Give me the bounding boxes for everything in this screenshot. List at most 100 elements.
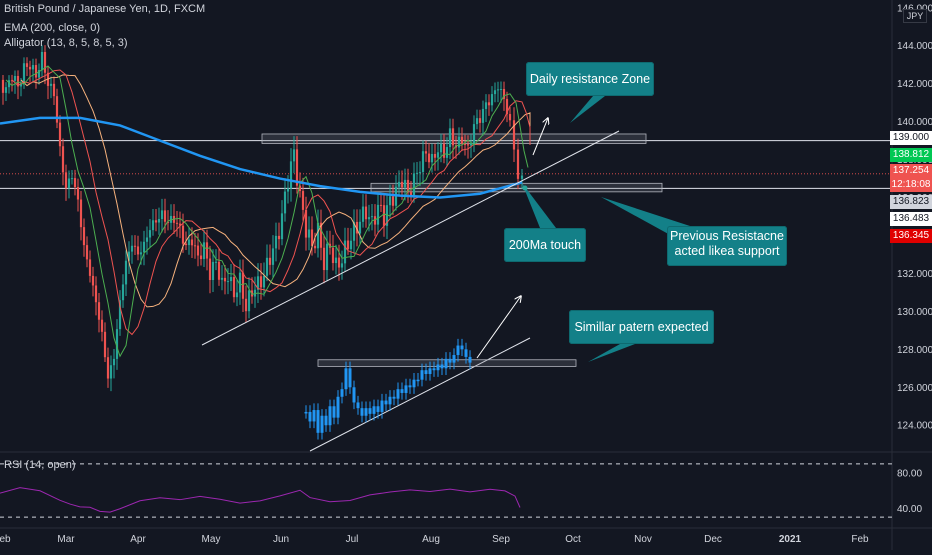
candle-body <box>142 241 146 253</box>
candle-body <box>403 179 407 188</box>
candle-body <box>451 128 455 146</box>
candle-body <box>328 243 332 248</box>
candle-body <box>343 240 347 264</box>
candle-body <box>406 179 410 193</box>
candle-body <box>151 220 155 231</box>
candle-body <box>472 124 476 144</box>
candle-body <box>433 154 437 158</box>
time-tick-label: Feb <box>0 534 11 545</box>
price-tag: 136.483 <box>890 212 932 226</box>
projection-body <box>440 364 444 369</box>
candle-body <box>214 261 218 263</box>
candle-body <box>157 219 161 223</box>
candle-body <box>370 216 374 218</box>
candle-body <box>415 172 419 174</box>
similar-pattern-pointer <box>588 344 635 362</box>
candle-body <box>7 80 11 88</box>
alligator-legend[interactable]: Alligator (13, 8, 5, 8, 5, 3) <box>4 37 128 49</box>
projection-body <box>444 358 448 369</box>
candle-body <box>31 65 35 70</box>
projection-body <box>436 364 440 371</box>
candle-body <box>166 221 170 223</box>
projection-body <box>396 389 400 399</box>
price-tag: 139.000 <box>890 131 932 145</box>
rsi-pane: 80.00 40.00 <box>0 463 922 518</box>
price-tick-label: 142.000 <box>897 79 932 90</box>
candle-body <box>238 272 242 293</box>
candle-body <box>512 120 516 150</box>
rsi-legend[interactable]: RSI (14, open) <box>4 459 76 471</box>
candle-body <box>94 285 98 303</box>
candle-body <box>349 240 353 250</box>
projection-body <box>452 355 456 363</box>
candle-body <box>295 149 299 186</box>
candle-body <box>49 83 53 86</box>
candle-body <box>109 365 113 379</box>
currency-unit[interactable]: JPY <box>903 9 927 23</box>
projection-body <box>376 406 380 412</box>
projection-body <box>392 396 396 399</box>
ma-touch-pointer <box>522 183 556 228</box>
candle-body <box>34 65 38 78</box>
projection-body <box>340 389 344 397</box>
candle-body <box>118 300 122 330</box>
candles <box>1 45 524 392</box>
candle-body <box>337 257 341 268</box>
projection-body <box>456 345 460 356</box>
candle-body <box>175 222 179 224</box>
candle-body <box>310 229 314 246</box>
projection-body <box>336 396 340 418</box>
candle-body <box>196 245 200 256</box>
candle-body <box>211 261 215 281</box>
projection-body <box>388 396 392 405</box>
ma-touch-label[interactable]: 200Ma touch <box>504 228 586 262</box>
candle-body <box>346 240 350 250</box>
candle-body <box>79 199 83 228</box>
candle-body <box>298 185 302 192</box>
price-tick-label: 126.000 <box>897 383 932 394</box>
symbol-title[interactable]: British Pound / Japanese Yen, 1D, FXCM <box>4 3 206 15</box>
candle-body <box>283 191 287 214</box>
candle-body <box>241 272 245 299</box>
candle-body <box>412 173 416 195</box>
daily-resistance-label[interactable]: Daily resistance Zone <box>526 62 654 96</box>
candle-body <box>115 329 119 359</box>
similar-pattern-label[interactable]: Simillar patern expected <box>569 310 714 344</box>
projection-body <box>316 410 320 433</box>
projection-body <box>360 408 364 416</box>
candle-body <box>355 221 359 234</box>
candle-body <box>487 102 491 106</box>
price-tick-label: 140.000 <box>897 117 932 128</box>
projection-body <box>368 408 372 414</box>
candle-body <box>67 178 71 188</box>
previous-resistance-line-2: acted likea support <box>674 244 780 258</box>
rsi-line <box>0 487 521 513</box>
candle-body <box>22 63 26 84</box>
candle-body <box>76 186 80 200</box>
projection-body <box>320 415 324 433</box>
candle-body <box>178 223 182 226</box>
candle-body <box>187 239 191 246</box>
candle-body <box>469 143 473 146</box>
time-tick-label: Nov <box>634 534 652 545</box>
alligator-teeth-line <box>11 69 531 336</box>
candle-body <box>319 222 323 248</box>
candle-body <box>442 143 446 158</box>
candle-body <box>424 151 428 154</box>
candle-body <box>88 259 92 276</box>
candle-body <box>16 75 20 87</box>
time-axis[interactable]: Feb Mar Apr May Jun Jul Aug Sep Oct Nov Dec 2021 Feb <box>0 534 869 545</box>
alligator-lips-line <box>5 65 529 358</box>
candle-body <box>136 246 140 255</box>
candle-body <box>55 96 59 123</box>
candle-body <box>340 263 344 268</box>
candle-body <box>457 136 461 148</box>
ema-legend[interactable]: EMA (200, close, 0) <box>4 22 100 34</box>
projection-body <box>420 370 424 380</box>
candle-body <box>106 357 110 379</box>
time-tick-label: Sep <box>492 534 510 545</box>
candle-body <box>313 245 317 249</box>
previous-resistance-label[interactable]: Previous Resistacne acted likea support <box>667 226 787 266</box>
